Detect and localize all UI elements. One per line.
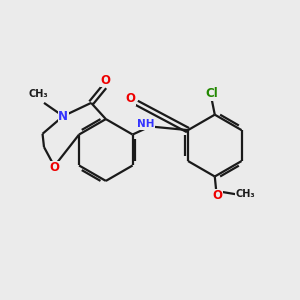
Text: N: N (58, 110, 68, 123)
Text: O: O (49, 161, 59, 174)
Text: Cl: Cl (206, 87, 218, 100)
Text: CH₃: CH₃ (29, 89, 49, 99)
Text: O: O (125, 92, 135, 105)
Text: O: O (213, 189, 223, 202)
Text: O: O (101, 74, 111, 87)
Text: CH₃: CH₃ (236, 189, 256, 199)
Text: NH: NH (137, 119, 154, 129)
